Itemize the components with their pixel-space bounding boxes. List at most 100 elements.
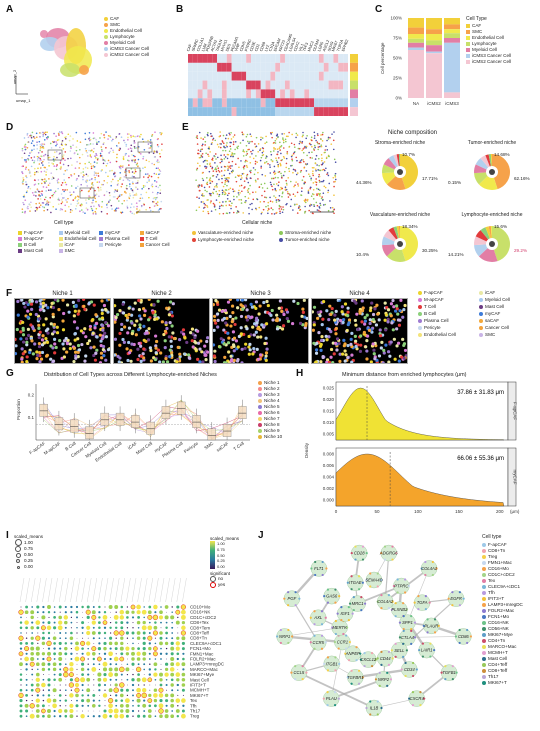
niche-image-cell bbox=[21, 333, 26, 337]
niche-cell bbox=[249, 203, 251, 206]
network-node-ring bbox=[376, 713, 379, 716]
network-node-ring bbox=[458, 591, 461, 594]
dotplot-col-guide bbox=[75, 577, 81, 603]
dotplot-dot bbox=[93, 643, 95, 644]
dotplot-dot bbox=[131, 616, 135, 619]
tissue-cell bbox=[109, 161, 112, 164]
tissue-cell bbox=[34, 171, 36, 174]
niche-cell bbox=[198, 189, 201, 192]
dotplot-dot bbox=[114, 626, 118, 630]
dotplot-dot bbox=[69, 661, 74, 667]
niche-cell bbox=[273, 141, 275, 144]
niche-image-cell bbox=[352, 299, 356, 303]
niche-cell bbox=[302, 151, 305, 154]
dotplot-dot bbox=[25, 684, 28, 686]
tissue-cell bbox=[76, 140, 79, 142]
heatmap-cell bbox=[314, 89, 319, 99]
niche-image-cell bbox=[322, 299, 326, 304]
niche-image-cell bbox=[383, 301, 387, 305]
dotplot-dot bbox=[143, 699, 146, 702]
dotplot-dot bbox=[63, 615, 69, 620]
network-node-label: MERTK bbox=[332, 625, 347, 630]
niche-cell bbox=[246, 189, 249, 191]
dotplot-dot bbox=[76, 668, 78, 670]
niche-cell bbox=[238, 166, 240, 169]
niche-image-cell bbox=[354, 323, 358, 327]
dotplot-dot bbox=[181, 678, 186, 682]
network-node-ring bbox=[305, 671, 308, 674]
niche-image-cell bbox=[329, 330, 333, 334]
dotplot-dot bbox=[170, 646, 175, 651]
niche-cell bbox=[224, 177, 226, 180]
dotplot-dot bbox=[153, 672, 158, 677]
niche-image-cell bbox=[37, 323, 41, 327]
dotplot-dot bbox=[25, 663, 28, 666]
tissue-cell bbox=[93, 171, 96, 173]
density-xunit: (μm) bbox=[510, 509, 520, 514]
network-node-ring bbox=[294, 604, 297, 607]
network-legend-label: F-apCAF bbox=[488, 542, 507, 547]
tissue-cell bbox=[88, 179, 91, 182]
network-node-ring bbox=[376, 585, 379, 588]
network-node-ring bbox=[359, 652, 362, 655]
tissue-cell bbox=[147, 176, 149, 179]
dot-colorbar bbox=[210, 541, 215, 569]
dotplot-dot bbox=[171, 611, 173, 613]
dotplot-dot bbox=[113, 656, 119, 662]
tissue-cell bbox=[109, 194, 111, 197]
niche-image-cell bbox=[147, 297, 151, 302]
tissue-cell bbox=[45, 196, 47, 199]
niche-cell bbox=[281, 191, 284, 193]
tissue-cell bbox=[108, 152, 110, 154]
dotplot-dot bbox=[158, 693, 164, 698]
stacked-legend-swatch bbox=[466, 48, 470, 52]
dotplot-dot bbox=[85, 609, 91, 615]
niche-image-cell bbox=[215, 312, 220, 316]
dotplot-dot bbox=[176, 689, 179, 692]
network-node-ring bbox=[294, 591, 297, 594]
niche-cell bbox=[198, 184, 201, 187]
niche-image-cell bbox=[49, 344, 53, 348]
niche-cell bbox=[259, 159, 262, 162]
heatmap-cell bbox=[323, 107, 329, 116]
dot-colorbar-tick: 0.25 bbox=[217, 558, 225, 564]
stacked-legend-item: Myeloid Cell bbox=[466, 47, 511, 53]
niche-cell bbox=[231, 202, 233, 205]
network-node-ring bbox=[345, 647, 348, 650]
niche-image-cell bbox=[343, 342, 347, 346]
dotplot-dot bbox=[98, 626, 101, 630]
tissue-cell bbox=[105, 147, 107, 149]
tissue-cell bbox=[58, 199, 61, 201]
niche-image-cell bbox=[76, 343, 81, 348]
heatmap-cell bbox=[333, 54, 339, 63]
boxplot-box bbox=[238, 406, 247, 419]
niche-image-cell bbox=[101, 335, 105, 339]
dotplot-dot bbox=[47, 694, 51, 697]
niche-cell bbox=[283, 157, 286, 159]
niche-cell bbox=[224, 169, 226, 172]
niche-image-cell bbox=[100, 316, 105, 320]
niche-image-legend-item: T Cell bbox=[418, 304, 477, 310]
network-legend-item: Th17 bbox=[482, 674, 523, 680]
niche-cell bbox=[272, 177, 275, 180]
tissue-cell bbox=[159, 192, 162, 194]
niche-image-legend-item: M-apCAF bbox=[418, 297, 477, 303]
stacked-bar-segment bbox=[426, 18, 442, 30]
tissue-cell bbox=[150, 184, 153, 187]
niche-image-cell bbox=[92, 345, 96, 349]
niche-image-cell bbox=[155, 339, 159, 344]
dotplot-dot bbox=[35, 620, 41, 625]
niche-cell bbox=[214, 167, 217, 169]
network-node-ring bbox=[458, 628, 461, 632]
tissue-cell bbox=[37, 179, 40, 181]
heatmap-cell bbox=[309, 71, 315, 81]
heatmap-cell bbox=[328, 80, 334, 90]
dotplot-dot bbox=[103, 673, 107, 677]
tissue-cell bbox=[45, 180, 47, 182]
dotplot-dot bbox=[137, 714, 141, 718]
niche-cell bbox=[199, 156, 202, 159]
niche-cell bbox=[263, 162, 266, 164]
niche-cell bbox=[229, 133, 231, 136]
niche-cell bbox=[201, 172, 204, 174]
niche-image-cells bbox=[13, 297, 112, 365]
